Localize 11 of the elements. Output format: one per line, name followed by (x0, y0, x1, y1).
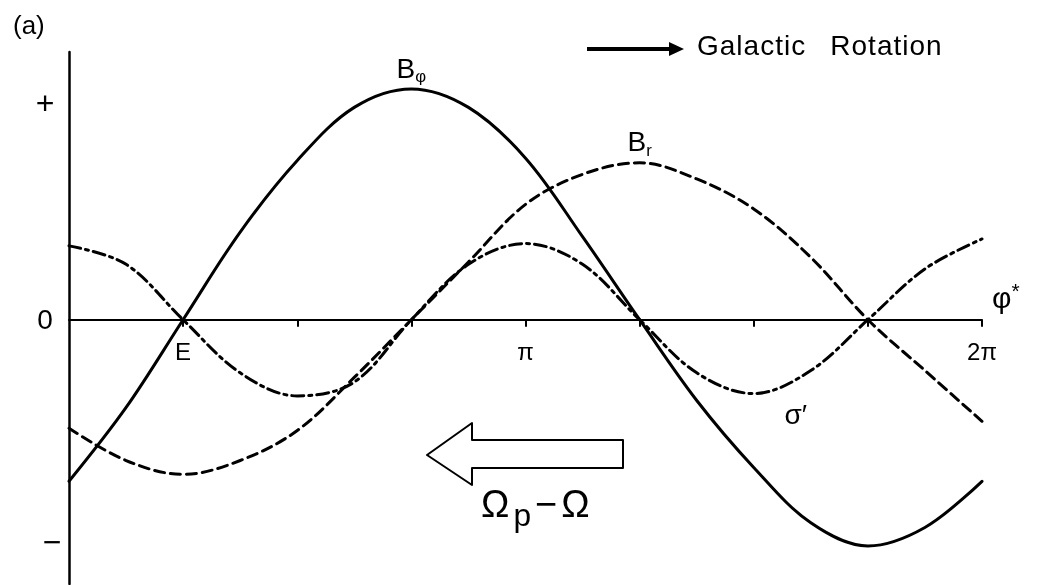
x-axis-title: φ* (992, 278, 1020, 315)
chart-title: (a) (13, 9, 45, 40)
x-tick-label: E (175, 338, 192, 366)
series-label: σ′ (784, 398, 807, 430)
annotation: Ω$_{p}$−Ω (481, 483, 594, 533)
text: Galactic Rotation (697, 30, 943, 62)
text: − (42, 524, 62, 561)
text: 0 (37, 303, 53, 336)
x-tick-label: π (517, 338, 534, 366)
x-tick-label: 2π (967, 338, 997, 366)
text: + (35, 85, 55, 122)
